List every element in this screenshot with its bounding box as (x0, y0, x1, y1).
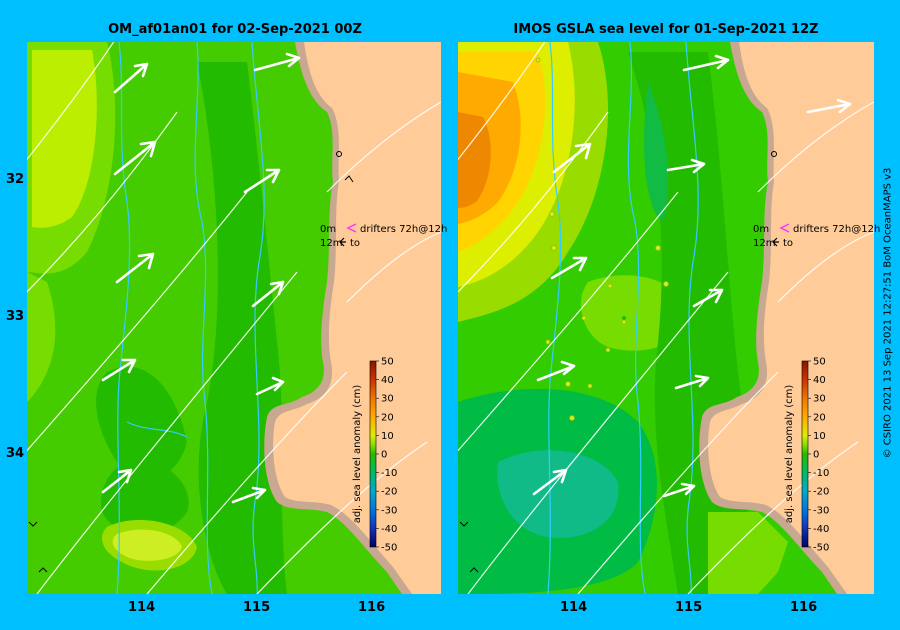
colorbar-tick-label: -20 (381, 487, 397, 498)
colorbar-tick-label: -10 (813, 468, 829, 479)
colorbar-tick-label: 50 (813, 357, 826, 368)
x-tick-116-panel-2: 116 (790, 600, 818, 615)
drifter-marker-icon (346, 223, 357, 233)
colorbar-tick-label: 40 (813, 375, 826, 386)
drifter-legend-panel-1: 0m drifters 72h@12h 12m to (320, 223, 447, 249)
panel-2-title: IMOS GSLA sea level for 01-Sep-2021 12Z (513, 22, 819, 37)
colorbar-tick-label: 0 (813, 450, 819, 461)
colorbar-tick-label: 40 (381, 375, 394, 386)
drifter-legend-panel-2: 0m drifters 72h@12h 12m to (753, 223, 880, 249)
panel-1-title: OM_af01an01 for 02-Sep-2021 00Z (108, 22, 362, 37)
colorbar-tick-label: -40 (381, 524, 397, 535)
colorbar-panel-2: 50 40 30 20 10 0 -10 -20 -30 -40 -50 adj. sea leve… (784, 357, 829, 554)
legend-depth-12m: 12m (320, 238, 342, 249)
legend-to-text: to (350, 238, 360, 249)
colorbar-tick-label: 30 (813, 394, 826, 405)
colorbar-label: adj. sea level anomaly (cm) (784, 385, 795, 524)
x-tick-115-panel-2: 115 (675, 600, 703, 615)
x-tick-114-panel-1: 114 (128, 600, 156, 615)
y-tick-32: 32 (6, 172, 25, 187)
colorbar-tick-label: -20 (813, 487, 829, 498)
map-panel-gsla (458, 42, 874, 594)
colorbar-tick-label: -50 (813, 543, 829, 554)
map-panel-model (27, 42, 441, 594)
colorbar-tick-label: 10 (813, 431, 826, 442)
drifter-arrow-icon (772, 237, 779, 247)
colorbar-tick-label: -30 (813, 505, 829, 516)
legend-depth-0m: 0m (320, 224, 336, 235)
x-tick-115-panel-1: 115 (243, 600, 271, 615)
colorbar-tick-label: 30 (381, 394, 394, 405)
colorbar-tick-label: 0 (381, 450, 387, 461)
colorbar-tick-label: -50 (381, 543, 397, 554)
credit-text: © CSIRO 2021 13 Sep 2021 12:27:51 BoM Oc… (882, 167, 894, 459)
colorbar-tick-label: 50 (381, 357, 394, 368)
y-tick-34: 34 (6, 446, 25, 461)
colorbar-label: adj. sea level anomaly (cm) (352, 385, 363, 524)
colorbar-tick-label: 20 (813, 412, 826, 423)
colorbar-tick-label: 10 (381, 431, 394, 442)
legend-depth-12m: 12m (753, 238, 775, 249)
x-tick-114-panel-2: 114 (560, 600, 588, 615)
legend-drifters-text: drifters 72h@12h (360, 224, 447, 235)
colorbar-tick-label: -40 (813, 524, 829, 535)
legend-depth-0m: 0m (753, 224, 769, 235)
colorbar-tick-label: -30 (381, 505, 397, 516)
drifter-marker-icon (779, 223, 790, 233)
legend-drifters-text: drifters 72h@12h (793, 224, 880, 235)
y-tick-33: 33 (6, 309, 25, 324)
drifter-arrow-icon (339, 237, 346, 247)
legend-to-text: to (783, 238, 793, 249)
colorbar-tick-label: -10 (381, 468, 397, 479)
colorbar-panel-1: 50 40 30 20 10 0 -10 -20 -30 -40 -50 adj. sea leve… (352, 357, 397, 554)
colorbar-tick-label: 20 (381, 412, 394, 423)
x-tick-116-panel-1: 116 (358, 600, 386, 615)
